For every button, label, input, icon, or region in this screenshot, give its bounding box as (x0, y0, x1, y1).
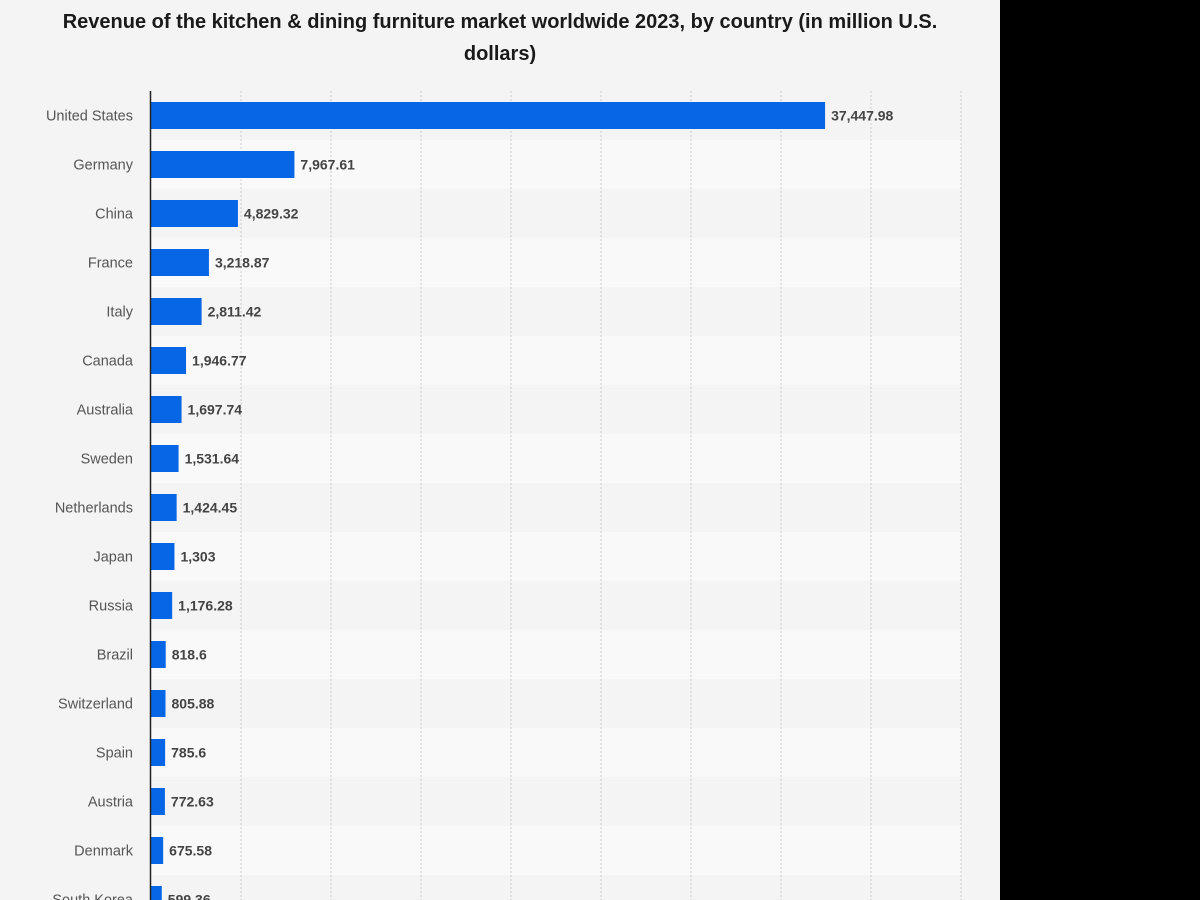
row-band (151, 287, 961, 336)
row-band (151, 385, 961, 434)
category-label: United States (46, 109, 133, 125)
value-label: 1,531.64 (185, 451, 240, 467)
category-label: South Korea (52, 893, 134, 900)
row-band (151, 434, 961, 483)
row-band (151, 238, 961, 287)
value-label: 37,447.98 (831, 108, 893, 124)
bar (151, 151, 295, 178)
category-label: Spain (96, 746, 133, 762)
bar (151, 543, 175, 570)
bar (151, 200, 238, 227)
category-label: Denmark (74, 844, 134, 860)
category-label: Germany (73, 158, 133, 174)
row-band (151, 336, 961, 385)
bar (151, 494, 177, 521)
value-label: 772.63 (171, 794, 214, 810)
row-band (151, 826, 961, 875)
value-label: 785.6 (171, 745, 206, 761)
value-label: 2,811.42 (208, 304, 262, 320)
value-label: 599.36 (168, 892, 211, 900)
value-label: 4,829.32 (244, 206, 299, 222)
category-label: Austria (88, 795, 134, 811)
bar (151, 886, 162, 900)
value-label: 1,303 (180, 549, 215, 565)
value-label: 1,176.28 (178, 598, 233, 614)
value-label: 1,946.77 (192, 353, 247, 369)
bar (151, 739, 166, 766)
category-label: Brazil (97, 648, 133, 664)
bar (151, 102, 826, 129)
bar (151, 298, 202, 325)
bar (151, 788, 165, 815)
bar (151, 690, 166, 717)
row-band (151, 189, 961, 238)
category-label: Netherlands (55, 501, 133, 517)
category-label: Italy (106, 305, 133, 321)
category-label: Australia (77, 403, 134, 419)
category-label: Russia (89, 599, 134, 615)
value-label: 818.6 (172, 647, 207, 663)
value-label: 1,697.74 (188, 402, 243, 418)
category-label: Canada (82, 354, 134, 370)
chart-panel: Revenue of the kitchen & dining furnitur… (0, 0, 1000, 900)
bar (151, 396, 182, 423)
row-bands (151, 91, 961, 900)
bar (151, 641, 166, 668)
category-label: Japan (93, 550, 133, 566)
bar (151, 249, 209, 276)
row-band (151, 630, 961, 679)
row-band (151, 728, 961, 777)
value-label: 675.58 (169, 843, 212, 859)
row-band (151, 679, 961, 728)
bar (151, 592, 173, 619)
category-labels: United States Germany China France Italy Cana… (46, 109, 134, 900)
category-label: Switzerland (58, 697, 133, 713)
bar (151, 445, 179, 472)
row-band (151, 483, 961, 532)
category-label: China (95, 207, 134, 223)
value-label: 805.88 (172, 696, 215, 712)
category-label: France (88, 256, 133, 272)
value-label: 7,967.61 (300, 157, 355, 173)
bar (151, 347, 187, 374)
category-label: Sweden (81, 452, 133, 468)
gridlines (240, 91, 962, 900)
value-label: 1,424.45 (183, 500, 238, 516)
row-band (151, 581, 961, 630)
value-label: 3,218.87 (215, 255, 270, 271)
row-band (151, 875, 961, 900)
bar-chart: United States Germany China France Italy Cana… (46, 91, 962, 900)
bar (151, 837, 164, 864)
row-band (151, 777, 961, 826)
row-band (151, 532, 961, 581)
chart-title: Revenue of the kitchen & dining furnitur… (62, 11, 938, 65)
bars (151, 102, 826, 900)
value-labels: 37,447.98 7,967.61 4,829.32 3,218.87 2,811.4… (168, 108, 894, 900)
